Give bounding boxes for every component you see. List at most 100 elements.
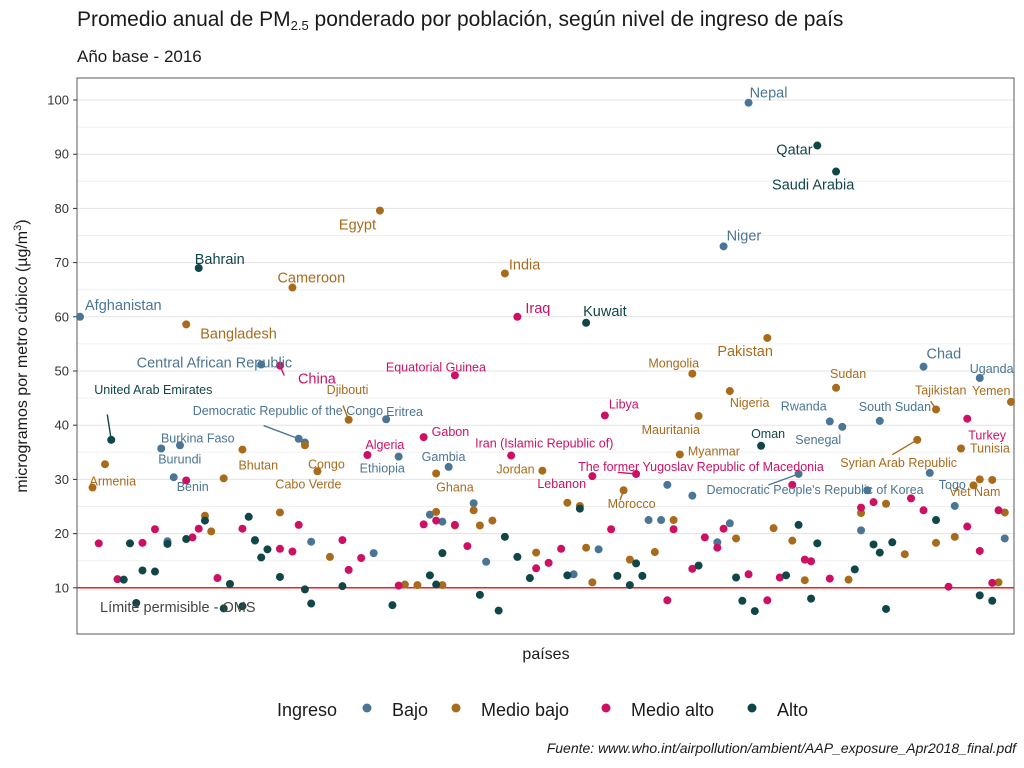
data-point-labeled	[825, 417, 834, 426]
country-label: Burkina Faso	[161, 431, 235, 445]
country-label: Tunisia	[970, 442, 1010, 456]
data-point	[644, 516, 653, 525]
data-point	[182, 535, 191, 544]
data-point-labeled	[725, 387, 734, 396]
country-label: Djibouti	[327, 383, 369, 397]
source-note: Fuente: www.who.int/airpollution/ambient…	[546, 740, 1016, 756]
country-label: Armenia	[89, 475, 136, 489]
data-point	[425, 571, 434, 580]
data-point-labeled	[632, 469, 641, 478]
data-point-labeled	[588, 472, 597, 481]
y-tick-label: 100	[47, 93, 69, 108]
data-point	[338, 582, 347, 591]
data-point-labeled	[719, 242, 728, 251]
data-point	[138, 538, 147, 547]
data-point	[844, 575, 853, 584]
data-point	[650, 548, 659, 557]
data-point	[700, 533, 709, 542]
grid-lines	[77, 99, 1014, 589]
country-label: Algeria	[365, 438, 404, 452]
data-point	[113, 575, 122, 584]
data-point	[125, 539, 134, 548]
country-label: Saudi Arabia	[772, 178, 855, 194]
data-point-labeled	[394, 452, 403, 461]
x-axis-title: países	[522, 646, 569, 663]
country-label: Bangladesh	[200, 326, 277, 342]
country-label: Equatorial Guinea	[386, 360, 486, 374]
data-point-labeled	[1007, 397, 1015, 406]
data-point-labeled	[500, 269, 509, 278]
country-label: Benin	[177, 480, 209, 494]
data-point	[663, 480, 672, 489]
data-point-labeled	[875, 416, 884, 425]
data-point	[857, 503, 866, 512]
data-point	[769, 524, 778, 533]
legend-title: Ingreso	[277, 700, 337, 720]
data-point-labeled	[275, 361, 284, 370]
legend-label: Medio alto	[631, 700, 714, 720]
data-point	[963, 522, 972, 531]
country-label: Egypt	[339, 218, 376, 234]
data-point	[438, 549, 447, 558]
data-point-labeled	[419, 433, 428, 442]
data-point	[694, 561, 703, 570]
data-point	[475, 590, 484, 599]
country-label: Libya	[609, 397, 639, 411]
data-point	[944, 582, 953, 591]
data-point	[388, 601, 397, 610]
country-label: The former Yugoslav Republic of Macedoni…	[578, 460, 824, 474]
data-point	[275, 544, 284, 553]
data-point	[594, 545, 603, 554]
country-label: Sudan	[830, 367, 866, 381]
data-point	[632, 559, 641, 568]
data-point	[194, 524, 203, 533]
data-point	[869, 498, 878, 507]
data-point	[413, 581, 422, 590]
country-label: Kuwait	[583, 304, 627, 320]
y-tick-label: 30	[55, 472, 69, 487]
data-point	[225, 580, 234, 589]
country-label: Qatar	[776, 143, 812, 159]
data-point	[975, 591, 984, 600]
country-label: Gabon	[432, 425, 470, 439]
data-point	[338, 536, 347, 545]
data-point	[544, 558, 553, 567]
label-leader	[891, 439, 918, 456]
data-point	[557, 544, 566, 553]
data-point	[875, 548, 884, 557]
legend-key	[601, 703, 611, 713]
country-label: Viet Nam	[949, 485, 1000, 499]
data-point	[325, 552, 334, 561]
country-label: Yemen	[972, 384, 1011, 398]
data-point	[288, 547, 297, 556]
data-point-labeled	[344, 415, 353, 424]
y-tick-label: 90	[55, 147, 69, 162]
data-point	[738, 596, 747, 605]
y-axis-title: microgramos por metro cúbico (µg/m3)	[12, 219, 31, 492]
data-point	[307, 537, 316, 546]
label-leader	[263, 424, 299, 440]
y-tick-label: 10	[55, 580, 69, 595]
legend: Ingreso Bajo Medio bajo Medio alto Alto	[277, 700, 808, 720]
data-point	[750, 607, 759, 616]
data-point	[294, 520, 303, 529]
country-label: China	[298, 372, 337, 388]
country-label: Eritrea	[386, 405, 423, 419]
data-point	[263, 545, 272, 554]
data-point	[732, 534, 741, 543]
data-point	[669, 525, 678, 534]
country-label: Lebanon	[537, 477, 586, 491]
data-point	[1000, 534, 1009, 543]
data-point-labeled	[957, 444, 966, 453]
data-point	[563, 498, 572, 507]
country-label: Congo	[308, 457, 345, 471]
data-point-labeled	[169, 473, 178, 482]
data-point-labeled	[838, 422, 847, 431]
y-ticks: 10 20 30 40 50 60 70 80 90 100	[47, 93, 77, 595]
data-point	[1000, 508, 1009, 517]
legend-label: Medio bajo	[481, 700, 569, 720]
label-leader	[768, 473, 799, 486]
data-point	[432, 507, 441, 516]
y-tick-label: 70	[55, 255, 69, 270]
country-label: Central African Republic	[137, 355, 293, 371]
